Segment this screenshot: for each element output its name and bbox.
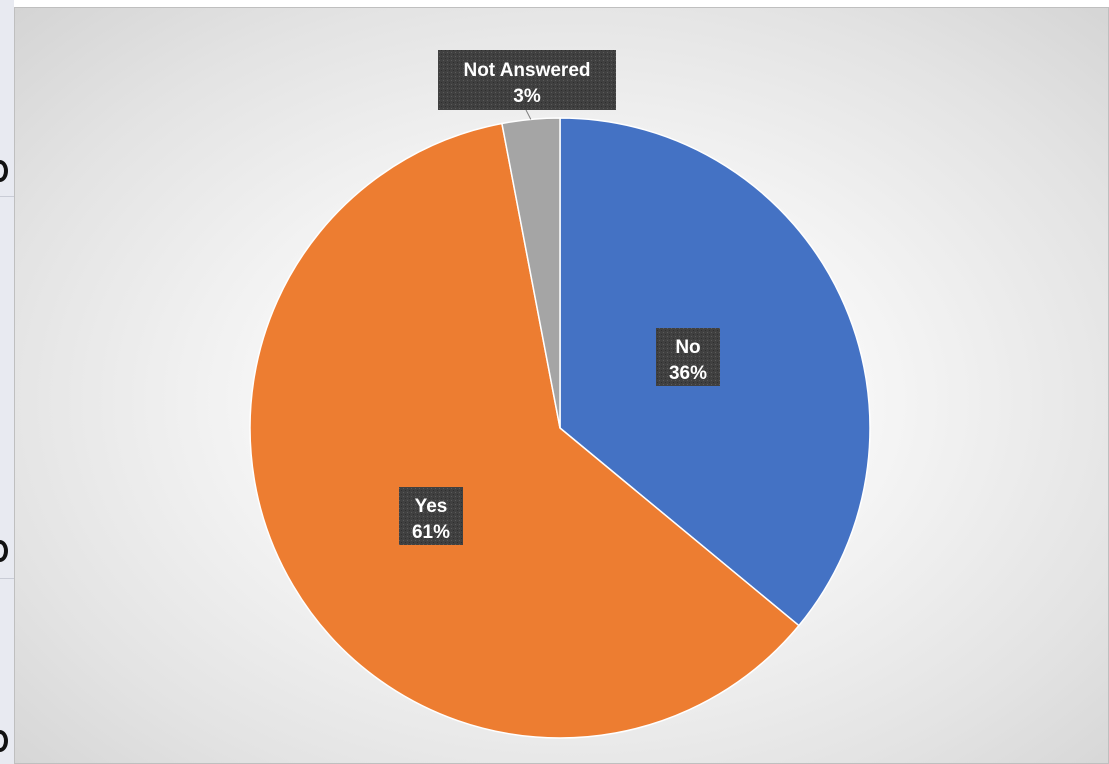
cropped-glyph: [0, 540, 8, 562]
chart-area[interactable]: No 36% Yes 61% Not Answered 3%: [14, 7, 1109, 764]
strip-divider: [0, 196, 14, 197]
cropped-glyph: [0, 160, 8, 182]
slice-category-label: Yes: [415, 496, 448, 517]
pie-slice-not-answered[interactable]: [501, 117, 561, 429]
pie-slice-yes[interactable]: [249, 122, 800, 739]
slice-category-label: No: [675, 337, 700, 358]
leader-line: [525, 109, 532, 120]
data-label-background: [399, 487, 463, 545]
slice-percent-label: 36%: [669, 363, 707, 384]
data-label-not-answered: Not Answered 3%: [438, 50, 616, 110]
cropped-glyph: [0, 730, 8, 752]
strip-divider: [0, 578, 14, 579]
pie-chart: No 36% Yes 61% Not Answered 3%: [249, 50, 871, 739]
left-edge-strip: [0, 0, 14, 764]
data-label-yes: Yes 61%: [399, 487, 463, 545]
slice-percent-label: 3%: [513, 86, 541, 107]
slice-category-label: Not Answered: [463, 60, 590, 81]
data-label-no: No 36%: [656, 328, 720, 386]
data-label-background: [656, 328, 720, 386]
slice-percent-label: 61%: [412, 522, 450, 543]
data-label-background: [438, 50, 616, 110]
